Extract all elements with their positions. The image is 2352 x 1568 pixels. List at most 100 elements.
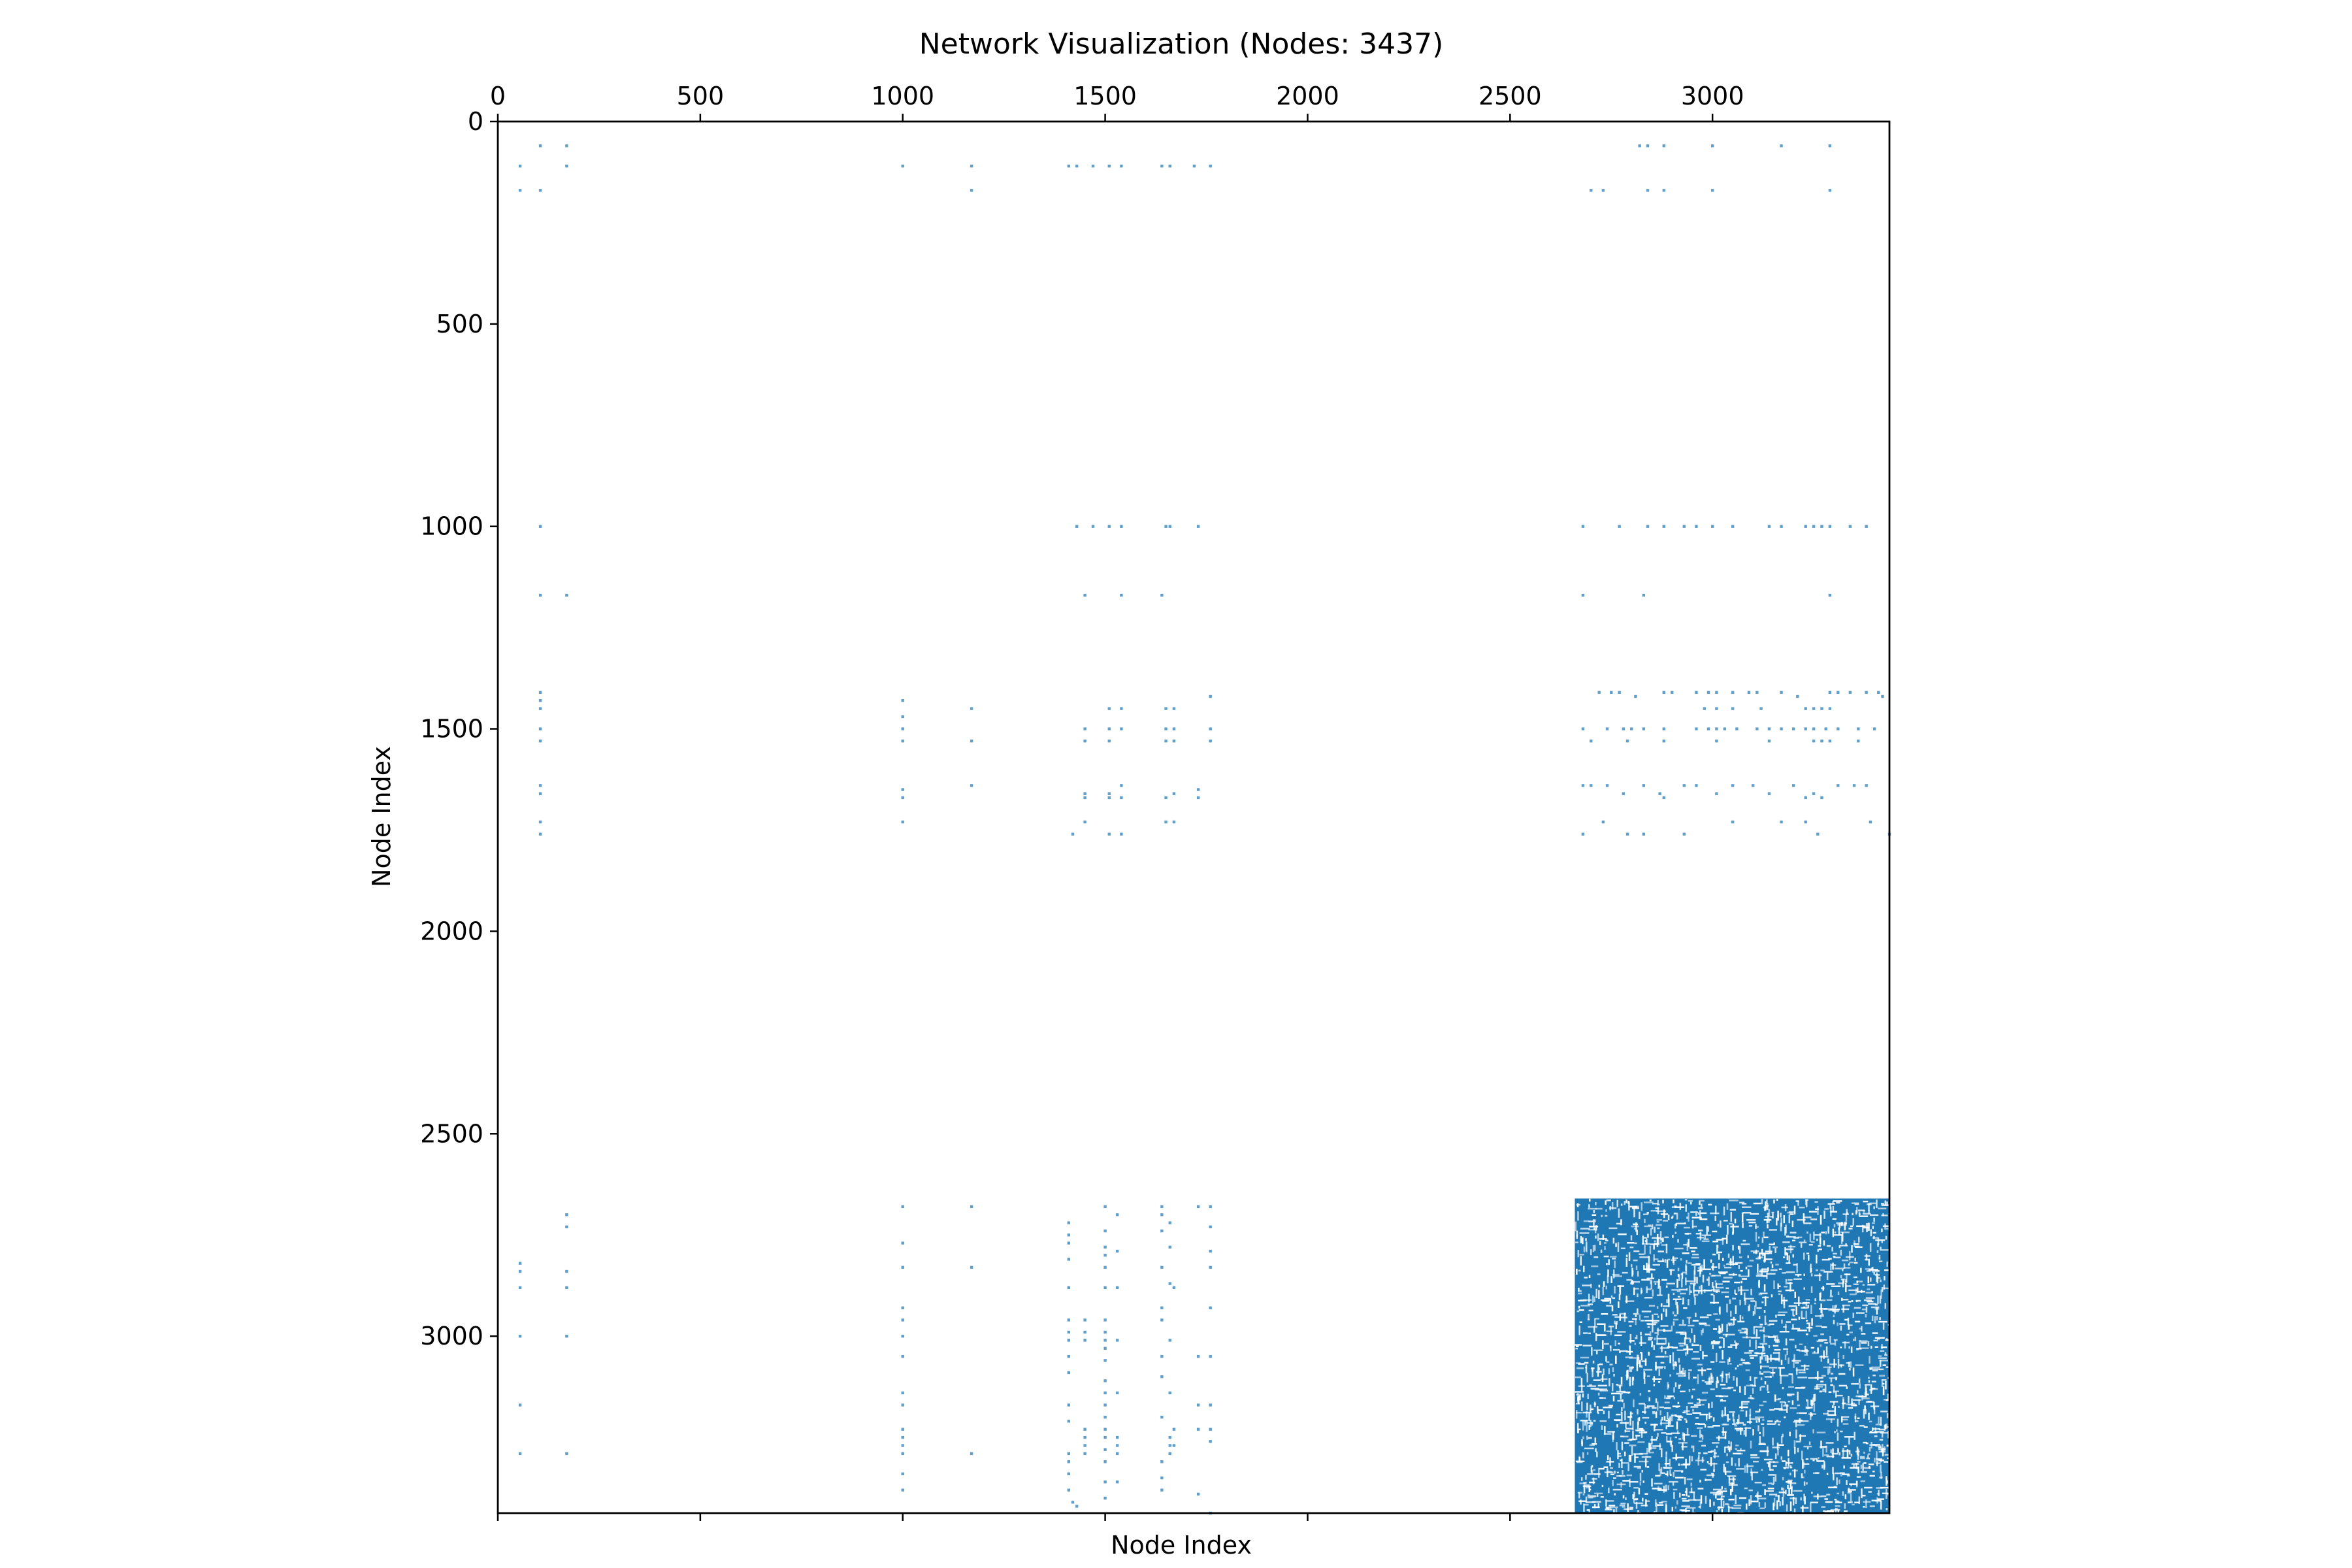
scatter-point (1067, 1488, 1071, 1492)
scatter-point (538, 525, 542, 528)
scatter-point (538, 727, 542, 730)
scatter-point (1820, 739, 1823, 743)
scatter-point (1581, 727, 1585, 730)
scatter-point (901, 164, 904, 168)
scatter-point (1877, 691, 1880, 694)
scatter-point (1780, 525, 1783, 528)
scatter-point (565, 1269, 568, 1273)
scatter-point (1646, 525, 1650, 528)
scatter-point (901, 739, 904, 743)
scatter-point (970, 1452, 973, 1456)
scatter-point (1103, 1318, 1107, 1322)
scatter-point (1715, 707, 1718, 710)
scatter-point (1828, 189, 1832, 192)
scatter-point (1107, 796, 1111, 800)
scatter-point (1103, 1245, 1107, 1249)
scatter-point (901, 796, 904, 800)
scatter-point (1160, 1476, 1164, 1480)
scatter-point (1209, 1440, 1212, 1443)
scatter-point (901, 1452, 904, 1456)
scatter-point (1209, 1225, 1212, 1229)
scatter-point (1756, 691, 1759, 694)
scatter-point (1120, 164, 1123, 168)
scatter-point (1780, 820, 1783, 824)
scatter-point (1075, 525, 1079, 528)
scatter-point (1848, 525, 1852, 528)
scatter-point (1731, 691, 1735, 694)
scatter-point (1812, 525, 1816, 528)
scatter-point (1828, 739, 1832, 743)
scatter-point (1115, 1339, 1119, 1342)
scatter-point (1209, 1266, 1212, 1269)
scatter-point (1196, 796, 1200, 800)
scatter-point (1759, 707, 1763, 710)
scatter-point (1662, 727, 1666, 730)
scatter-point (1731, 525, 1735, 528)
scatter-point (1172, 707, 1176, 710)
scatter-point (538, 707, 542, 710)
scatter-point (1103, 1286, 1107, 1290)
scatter-point (1852, 784, 1856, 787)
scatter-point (1837, 784, 1840, 787)
scatter-point (1780, 144, 1783, 148)
scatter-point (538, 739, 542, 743)
scatter-point (970, 164, 973, 168)
scatter-point (1622, 727, 1625, 730)
scatter-point (901, 1318, 904, 1322)
scatter-point (1796, 694, 1799, 698)
scatter-point (901, 715, 904, 719)
y-tick-label: 2500 (420, 1119, 483, 1148)
scatter-point (1168, 1452, 1171, 1456)
scatter-point (1209, 727, 1212, 730)
scatter-point (1872, 727, 1876, 730)
scatter-point (1107, 525, 1111, 528)
x-tick-label: 2500 (1478, 82, 1542, 110)
scatter-point (1120, 707, 1123, 710)
scatter-point (1642, 727, 1646, 730)
scatter-point (1164, 820, 1168, 824)
scatter-point (1804, 796, 1807, 800)
scatter-point (1160, 1318, 1164, 1322)
scatter-point (1804, 820, 1807, 824)
scatter-point (538, 784, 542, 787)
scatter-point (1107, 832, 1111, 836)
scatter-point (1120, 832, 1123, 836)
scatter-point (1767, 792, 1771, 795)
y-tick-label: 3000 (420, 1322, 483, 1350)
scatter-point (1083, 1339, 1086, 1342)
scatter-point (1642, 832, 1646, 836)
scatter-point (1642, 784, 1646, 787)
scatter-point (1067, 1403, 1071, 1407)
scatter-point (1103, 1415, 1107, 1419)
scatter-point (1812, 739, 1816, 743)
scatter-point (518, 1452, 522, 1456)
scatter-point (1196, 788, 1200, 791)
scatter-point (565, 1334, 568, 1338)
scatter-point (1103, 1339, 1107, 1342)
scatter-point (1172, 792, 1176, 795)
scatter-point (565, 1286, 568, 1290)
scatter-point (901, 820, 904, 824)
scatter-point (565, 593, 568, 597)
x-tick-label: 2000 (1276, 82, 1339, 110)
scatter-point (1164, 739, 1168, 743)
scatter-point (1625, 832, 1629, 836)
scatter-point (1120, 727, 1123, 730)
scatter-point (1168, 1221, 1171, 1224)
scatter-point (1791, 727, 1795, 730)
scatter-point (565, 1225, 568, 1229)
scatter-point (1196, 1205, 1200, 1209)
scatter-point (1067, 1354, 1071, 1358)
scatter-point (1168, 1339, 1171, 1342)
scatter-point (1067, 1258, 1071, 1261)
scatter-point (1820, 796, 1823, 800)
scatter-point (1160, 1375, 1164, 1379)
scatter-point (1816, 832, 1820, 836)
scatter-point (1828, 593, 1832, 597)
scatter-point (1710, 144, 1714, 148)
scatter-point (1780, 727, 1783, 730)
scatter-point (901, 1403, 904, 1407)
y-axis-label: Node Index (367, 746, 396, 887)
scatter-point (1581, 784, 1585, 787)
scatter-point (1103, 1428, 1107, 1431)
